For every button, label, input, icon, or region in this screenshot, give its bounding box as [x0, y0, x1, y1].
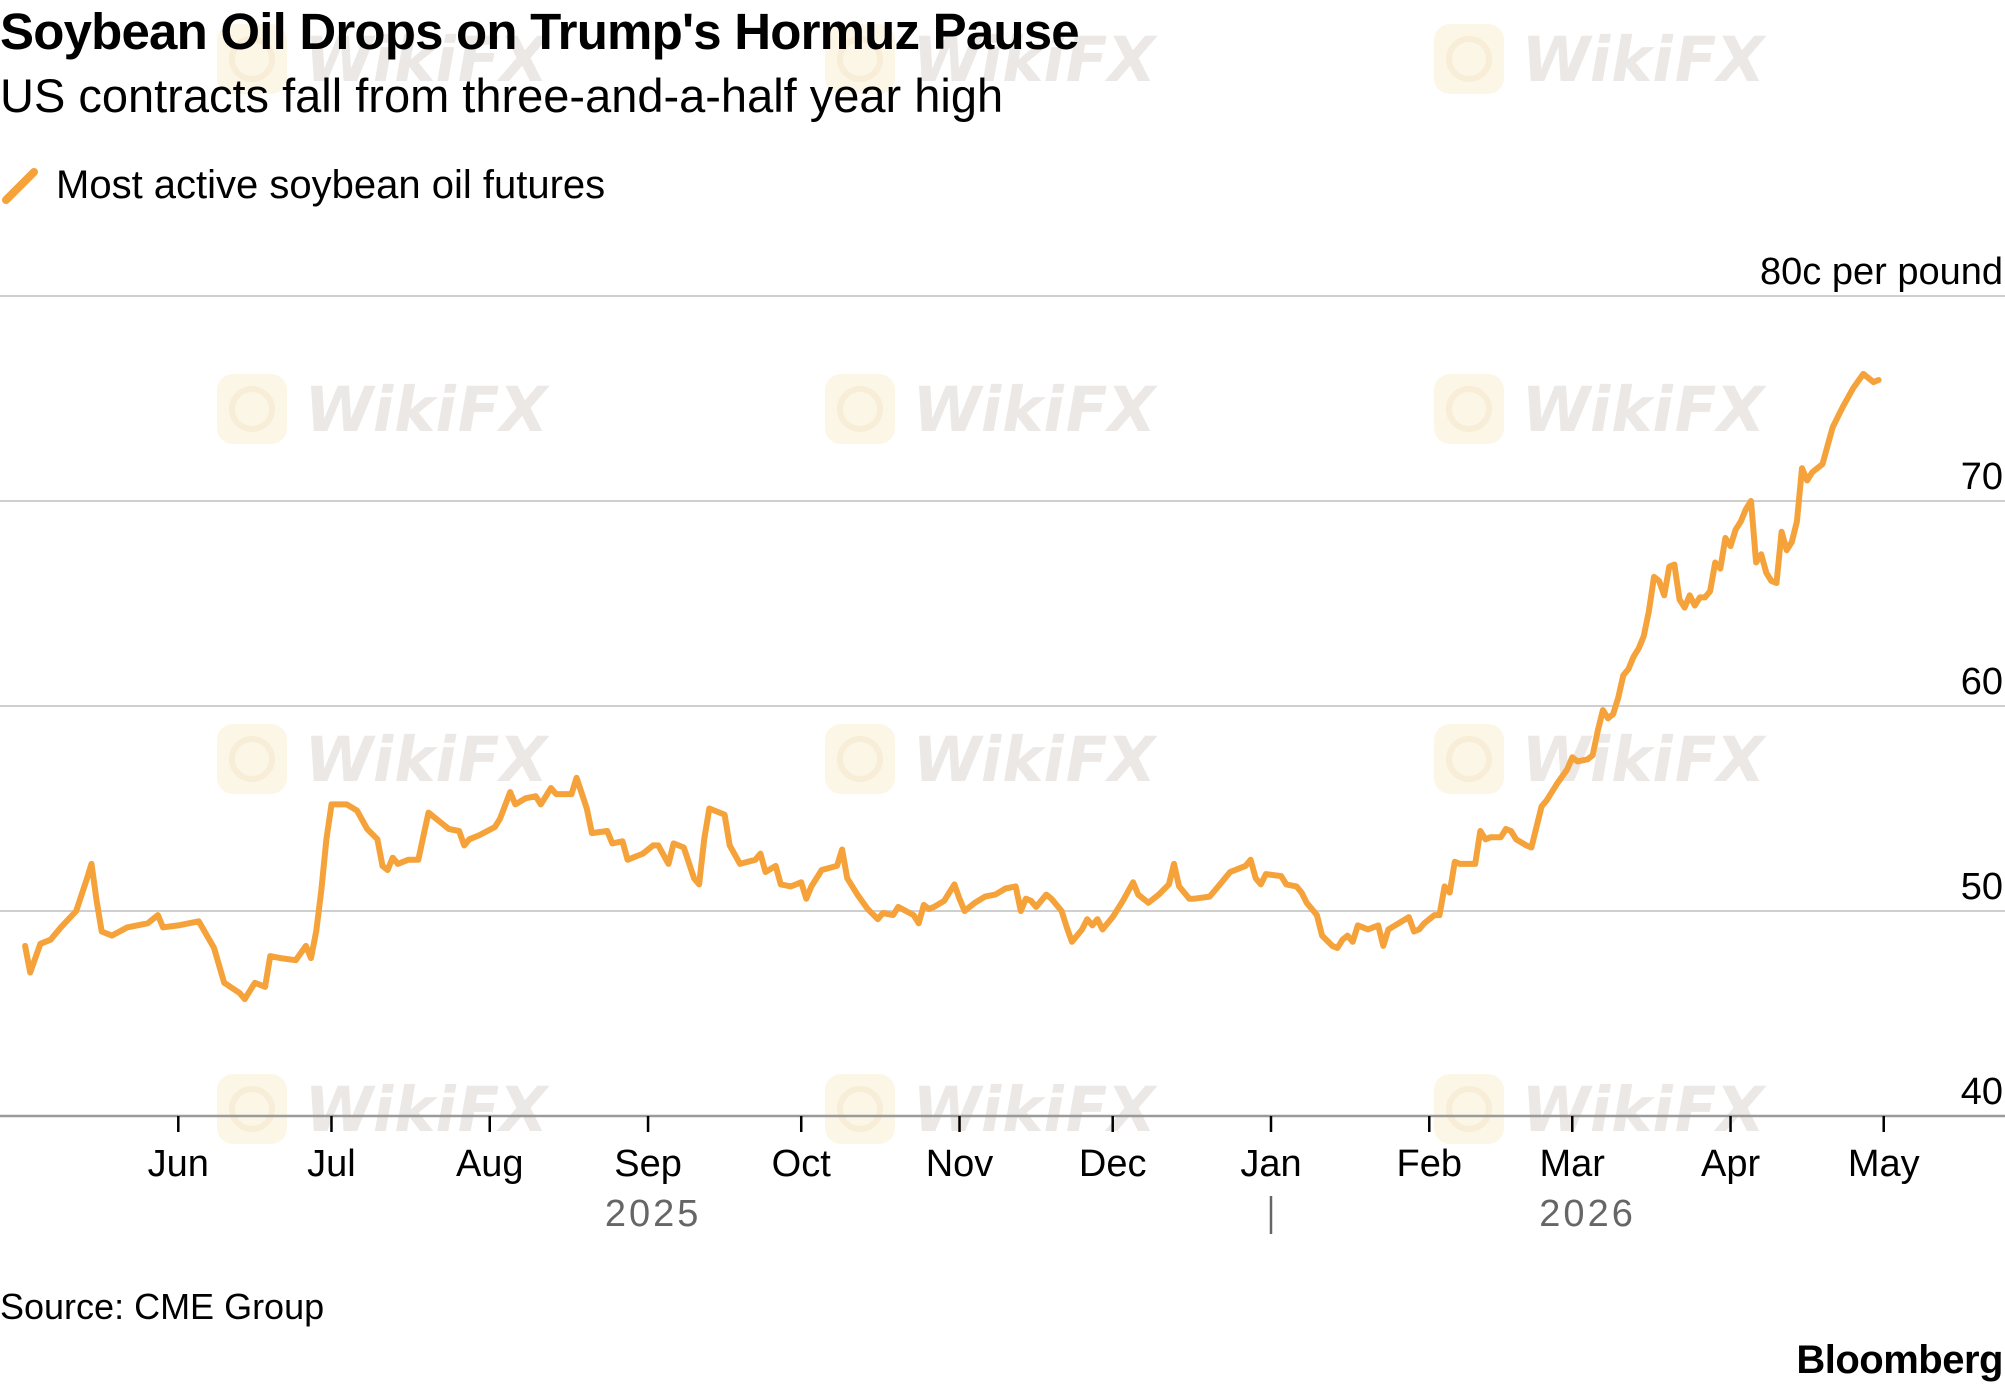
y-tick-label: 80c per pound — [1760, 251, 2003, 293]
y-axis: 40 50 60 70 80c per pound — [1760, 251, 2003, 1113]
y-tick-label: 70 — [1961, 456, 2003, 498]
x-tick-label: Aug — [456, 1143, 524, 1185]
series-line-soybean-oil — [22, 370, 1882, 1003]
watermark: WikiFX — [1432, 22, 1771, 96]
x-tick-label: Mar — [1540, 1143, 1606, 1185]
x-tick-label: Apr — [1701, 1143, 1760, 1185]
legend: Most active soybean oil futures — [0, 160, 605, 210]
x-axis: Jun Jul Aug Sep Oct Nov Dec Jan Feb Mar Apr May 2025… — [148, 1116, 1920, 1235]
diagonal-line-swatch-icon — [2, 168, 38, 204]
year-label: 2026 — [1539, 1193, 1636, 1235]
bloomberg-logo: Bloomberg — [1796, 1338, 2003, 1382]
grid-layer — [0, 295, 2005, 1118]
year-label: 2025 — [605, 1193, 702, 1235]
x-tick-label: Nov — [926, 1143, 994, 1185]
line-chart: Jun Jul Aug Sep Oct Nov Dec Jan Feb Mar Apr May 2025… — [0, 251, 2005, 1235]
y-tick-label: 50 — [1961, 866, 2003, 908]
wikifx-logo-icon — [1434, 24, 1504, 94]
chart-subtitle: US contracts fall from three-and-a-half … — [0, 69, 1004, 122]
source-note: Source: CME Group — [0, 1286, 325, 1327]
y-tick-label: 40 — [1961, 1071, 2003, 1113]
x-tick-label: Dec — [1079, 1143, 1147, 1185]
watermark-text: WikiFX — [1515, 22, 1771, 96]
x-tick-label: May — [1848, 1143, 1920, 1185]
x-tick-label: Oct — [772, 1143, 832, 1185]
chart-title: Soybean Oil Drops on Trump's Hormuz Paus… — [0, 3, 1080, 60]
x-tick-label: Jul — [307, 1143, 356, 1185]
y-tick-label: 60 — [1961, 661, 2003, 703]
x-tick-label: Sep — [614, 1143, 682, 1185]
legend-label: Most active soybean oil futures — [56, 162, 606, 207]
x-tick-label: Jan — [1240, 1143, 1301, 1185]
x-tick-label: Feb — [1397, 1143, 1462, 1185]
series-layer — [22, 370, 1882, 1003]
x-tick-label: Jun — [148, 1143, 209, 1185]
